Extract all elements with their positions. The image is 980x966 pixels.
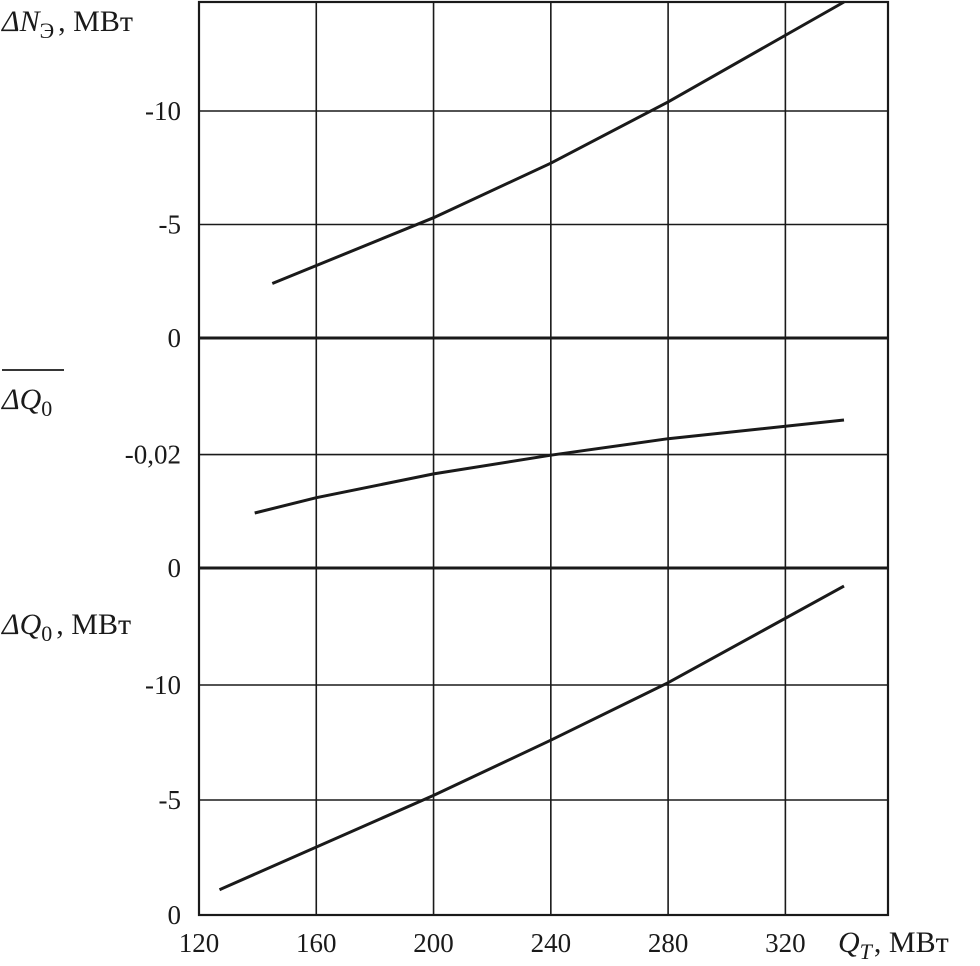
- y-tick-label: 0: [168, 900, 182, 930]
- x-tick-label: 120: [179, 928, 220, 958]
- x-tick-label: 320: [765, 928, 806, 958]
- tick-labels: 120 160 200 240 280 320 -10 -5 0 -0,02 0 -10 -5 0: [125, 96, 806, 958]
- series-line-top: [271, 0, 845, 285]
- series-line-bottom: [218, 584, 845, 892]
- curves: [218, 0, 845, 892]
- x-tick-label: 280: [648, 928, 689, 958]
- y-tick-label: -10: [145, 670, 181, 700]
- zero-lines: [199, 336, 888, 570]
- y-tick-label: 0: [168, 553, 182, 583]
- grid-layer: [199, 2, 888, 915]
- x-tick-label: 200: [413, 928, 454, 958]
- y-tick-label: -5: [159, 210, 182, 240]
- top-ylabel: ΔNЭ, МВт: [1, 5, 133, 43]
- bottom-ylabel: ΔQ0, МВт: [1, 608, 131, 646]
- x-axis-label: QT, МВт: [838, 926, 949, 964]
- x-tick-label: 160: [296, 928, 337, 958]
- y-tick-label: 0: [168, 323, 182, 353]
- plot-frame: [197, 0, 890, 917]
- y-tick-label: -0,02: [125, 440, 181, 470]
- series-line-middle: [254, 418, 845, 515]
- middle-ylabel: ΔQ0: [1, 383, 52, 421]
- x-tick-label: 240: [531, 928, 572, 958]
- y-tick-label: -5: [159, 785, 182, 815]
- y-tick-label: -10: [145, 96, 181, 126]
